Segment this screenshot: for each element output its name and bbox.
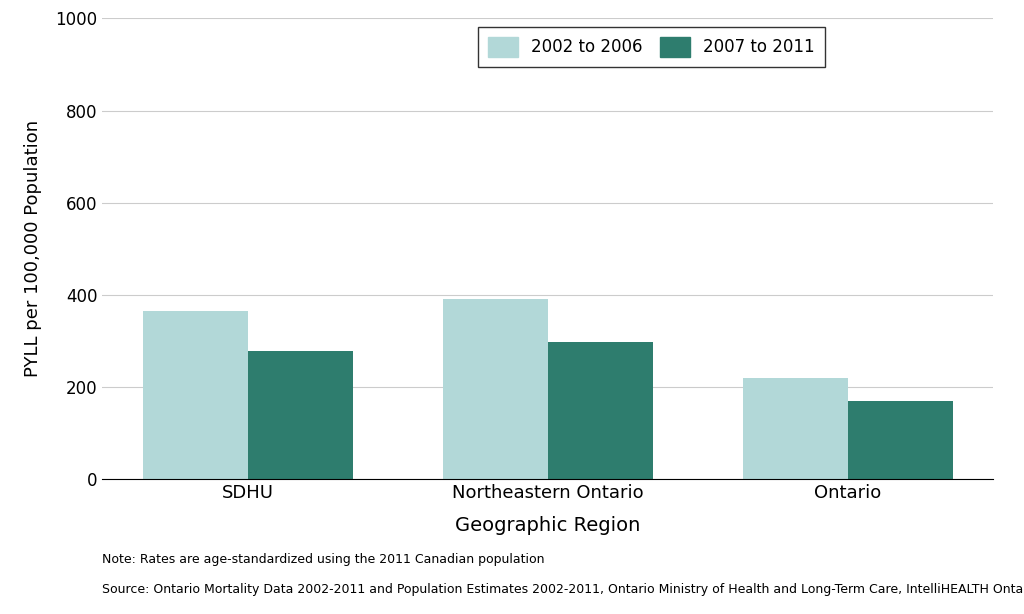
Bar bbox=[442, 300, 548, 479]
Bar bbox=[143, 311, 248, 479]
Text: Source: Ontario Mortality Data 2002-2011 and Population Estimates 2002-2011, Ont: Source: Ontario Mortality Data 2002-2011… bbox=[102, 583, 1024, 596]
Text: Note: Rates are age-standardized using the 2011 Canadian population: Note: Rates are age-standardized using t… bbox=[102, 553, 545, 565]
X-axis label: Geographic Region: Geographic Region bbox=[455, 516, 641, 535]
Bar bbox=[848, 401, 952, 479]
Legend: 2002 to 2006, 2007 to 2011: 2002 to 2006, 2007 to 2011 bbox=[478, 27, 824, 67]
Bar bbox=[548, 341, 653, 479]
Bar bbox=[248, 351, 353, 479]
Y-axis label: PYLL per 100,000 Population: PYLL per 100,000 Population bbox=[24, 120, 42, 377]
Bar bbox=[742, 378, 848, 479]
